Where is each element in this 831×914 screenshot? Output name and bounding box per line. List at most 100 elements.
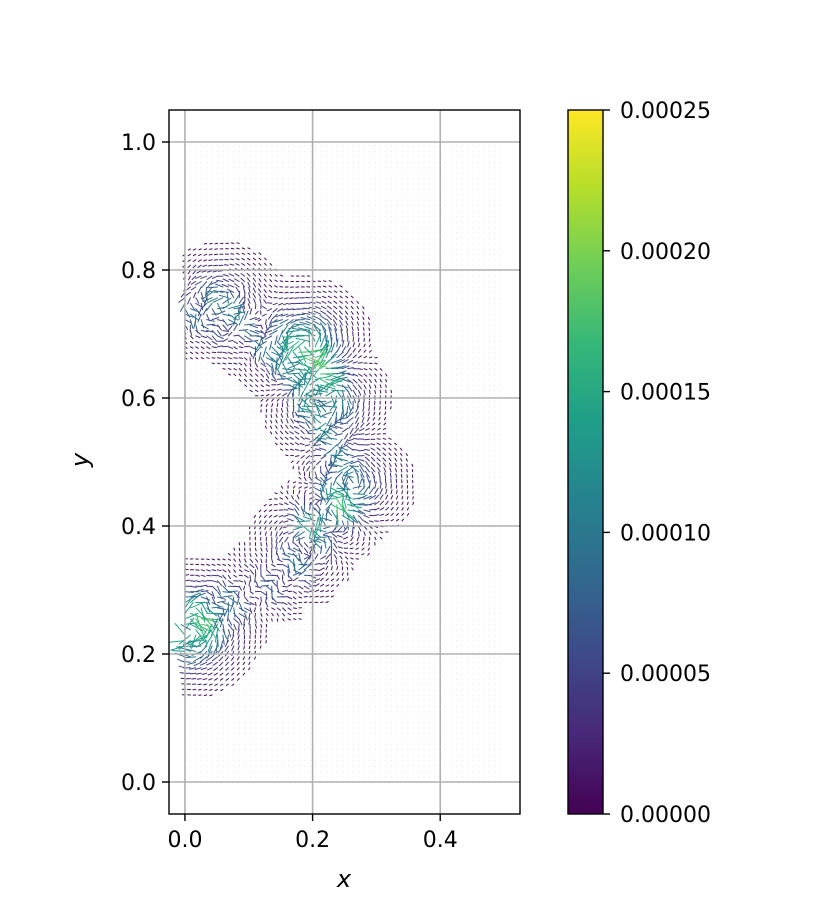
field-arrow <box>385 564 387 566</box>
field-arrow <box>401 656 403 658</box>
field-arrow <box>271 624 273 625</box>
field-arrow <box>369 276 371 277</box>
field-arrow <box>335 471 343 480</box>
field-arrow <box>250 504 251 506</box>
field-arrow <box>233 294 240 304</box>
field-arrow <box>320 248 322 250</box>
field-arrow <box>262 346 267 358</box>
field-arrow <box>249 384 253 387</box>
field-arrow <box>196 678 202 680</box>
field-arrow <box>353 618 354 620</box>
field-arrow <box>243 585 246 591</box>
field-arrow <box>277 265 278 266</box>
field-arrow <box>325 494 333 506</box>
field-arrow <box>328 425 338 429</box>
field-arrow <box>369 716 371 718</box>
field-arrow <box>288 210 289 212</box>
field-arrow <box>275 357 278 370</box>
field-arrow <box>363 531 366 536</box>
field-arrow <box>288 259 289 261</box>
field-arrow <box>374 689 376 691</box>
field-arrow <box>412 580 414 582</box>
field-arrow <box>347 684 349 685</box>
field-arrow <box>271 183 273 185</box>
field-arrow <box>219 678 224 681</box>
field-arrow <box>396 363 398 364</box>
field-arrow <box>201 232 202 234</box>
field-arrow <box>244 754 246 756</box>
field-arrow <box>367 553 370 556</box>
field-arrow <box>298 383 301 397</box>
field-arrow <box>380 542 381 544</box>
field-arrow <box>391 210 392 212</box>
field-arrow <box>255 210 257 212</box>
field-arrow <box>298 547 303 555</box>
field-arrow <box>260 695 262 696</box>
field-arrow <box>260 373 264 378</box>
field-arrow <box>277 194 278 196</box>
field-arrow <box>250 232 251 234</box>
field-arrow <box>242 667 246 671</box>
field-arrow <box>380 216 381 217</box>
field-arrow <box>336 376 348 380</box>
field-arrow <box>282 205 284 207</box>
field-arrow <box>336 384 349 389</box>
field-arrow <box>394 452 397 457</box>
field-arrow <box>288 243 289 245</box>
field-arrow <box>339 305 343 310</box>
field-arrow <box>380 580 381 582</box>
field-arrow <box>298 243 300 245</box>
field-arrow <box>288 232 289 234</box>
field-arrow <box>412 591 414 593</box>
field-arrow <box>195 243 197 245</box>
field-arrow <box>331 270 333 272</box>
field-arrow <box>326 716 327 718</box>
field-arrow <box>287 569 290 578</box>
field-arrow <box>319 318 327 326</box>
field-arrow <box>244 537 246 538</box>
field-arrow <box>279 497 284 500</box>
field-arrow <box>401 495 404 500</box>
field-arrow <box>412 646 414 647</box>
field-arrow <box>316 433 327 442</box>
field-arrow <box>217 189 219 190</box>
field-arrow <box>298 656 300 658</box>
field-arrow <box>401 423 403 424</box>
field-arrow <box>244 351 249 354</box>
field-arrow <box>412 695 414 696</box>
field-arrow <box>407 575 409 577</box>
field-arrow <box>407 423 409 424</box>
field-arrow <box>271 629 273 631</box>
field-arrow <box>250 428 251 430</box>
field-arrow <box>380 221 381 223</box>
field-arrow <box>327 305 332 310</box>
field-arrow <box>368 502 376 506</box>
field-arrow <box>374 481 377 489</box>
field-arrow <box>315 238 316 239</box>
field-arrow <box>330 342 335 353</box>
field-arrow <box>249 378 253 382</box>
field-arrow <box>201 537 202 538</box>
field-arrow <box>287 378 299 385</box>
field-arrow <box>293 765 295 767</box>
field-arrow <box>364 216 365 217</box>
field-arrow <box>369 754 371 756</box>
field-arrow <box>304 238 306 239</box>
field-arrow <box>304 254 306 256</box>
field-arrow <box>250 482 251 484</box>
field-arrow <box>206 488 208 489</box>
field-arrow <box>255 488 257 489</box>
field-arrow <box>190 450 192 451</box>
field-arrow <box>363 327 365 331</box>
field-arrow <box>250 216 251 217</box>
field-arrow <box>193 291 197 298</box>
field-arrow <box>380 760 381 761</box>
field-arrow <box>331 145 333 147</box>
field-arrow <box>190 384 192 386</box>
field-arrow <box>380 656 381 658</box>
field-arrow <box>347 378 354 384</box>
field-arrow <box>353 749 354 751</box>
field-arrow <box>394 447 397 451</box>
field-arrow <box>364 602 365 604</box>
field-arrow <box>309 205 311 207</box>
